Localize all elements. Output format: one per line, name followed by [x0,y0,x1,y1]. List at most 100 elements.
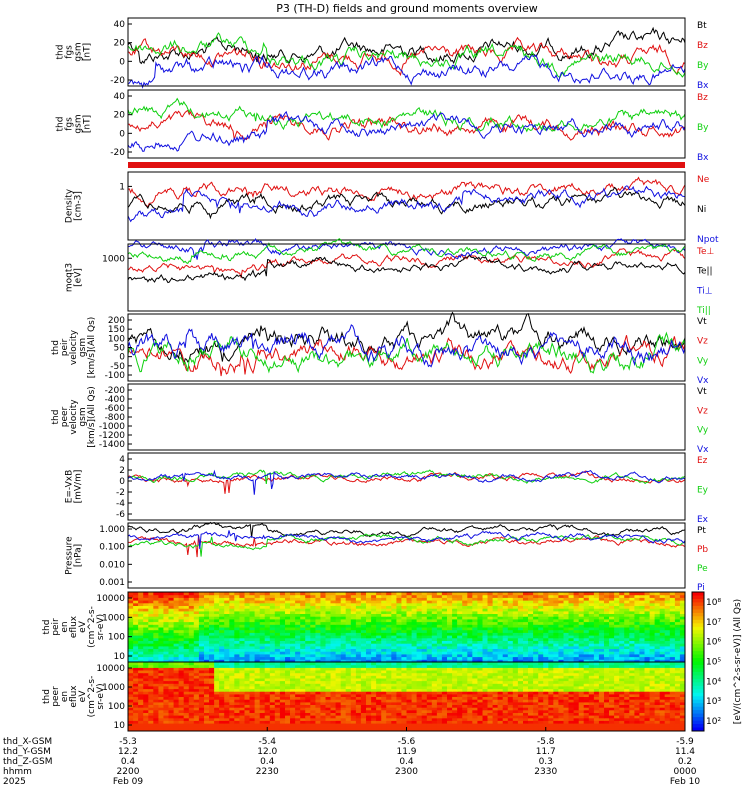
heatmap-cell [583,621,590,625]
heatmap-cell [320,621,326,625]
heatmap-cell [548,635,554,639]
heatmap-cell [163,699,169,703]
heatmap-cell [563,685,570,690]
heatmap-cell [679,688,686,692]
heatmap-cell [254,707,261,711]
heatmap-cell [350,728,357,732]
heatmap-cell [649,592,656,596]
heatmap-cell [198,613,205,617]
heatmap-cell [609,656,615,660]
heatmap-cell [188,704,195,708]
heatmap-cell [639,608,645,612]
heatmap-cell [482,632,489,636]
heatmap-cell [376,685,382,690]
heatmap-cell [198,725,205,729]
heatmap-cell [234,621,240,625]
heatmap-cell [163,602,169,606]
heatmap-cell [376,715,382,719]
heatmap-cell [674,717,681,721]
heatmap-cell [290,709,296,713]
heatmap-cell [224,691,230,695]
heatmap-cell [634,659,640,663]
heatmap-cell [198,685,205,690]
heatmap-cell [411,618,418,623]
heatmap-cell [533,592,539,596]
heatmap-cell [533,613,539,617]
heatmap-cell [487,696,494,700]
heatmap-cell [517,597,524,601]
heatmap-cell [654,643,661,647]
y-tick-label: -600 [105,404,126,414]
heatmap-cell [366,653,372,658]
heatmap-cell [264,594,271,598]
heatmap-cell [416,685,423,690]
heatmap-cell [538,594,544,598]
heatmap-cell [604,629,610,633]
heatmap-cell [644,723,651,727]
heatmap-cell [138,685,144,690]
heatmap-cell [401,640,407,644]
heatmap-cell [279,717,286,721]
heatmap-cell [259,707,266,711]
heatmap-cell [426,629,433,633]
heatmap-cell [421,645,428,649]
heatmap-cell [649,605,656,609]
heatmap-cell [274,707,281,711]
heatmap-cell [639,621,645,625]
heatmap-cell [411,594,418,598]
heatmap-cell [209,600,215,604]
heatmap-cell [609,635,615,639]
heatmap-cell [467,648,473,652]
heatmap-cell [178,685,185,690]
heatmap-cell [431,616,438,620]
heatmap-cell [335,728,342,732]
heatmap-cell [664,616,671,620]
heatmap-cell [447,616,453,620]
heatmap-cell [421,691,428,695]
heatmap-cell [654,635,661,639]
heatmap-cell [325,683,332,687]
heatmap-cell [188,656,195,660]
heatmap-cell [669,723,676,727]
heatmap-cell [229,653,235,658]
heatmap-cell [163,645,169,649]
heatmap-cell [224,715,230,719]
heatmap-cell [583,610,590,614]
heatmap-cell [467,653,473,658]
heatmap-cell [168,640,175,644]
heatmap-cell [305,645,311,649]
heatmap-cell [371,645,377,649]
heatmap-cell [477,613,483,617]
heatmap-cell [614,616,620,620]
heatmap-cell [350,594,357,598]
y-tick-label: -1000 [99,422,125,432]
heatmap-cell [523,624,529,628]
heatmap-cell [340,728,347,732]
heatmap-cell [568,643,575,647]
heatmap-cell [330,645,337,649]
heatmap-cell [583,720,590,724]
heatmap-cell [614,640,620,644]
heatmap-cell [209,605,215,609]
heatmap-cell [624,594,630,598]
heatmap-cell [153,720,159,724]
heatmap-cell [295,728,301,732]
heatmap-cell [229,683,235,687]
heatmap-cell [528,608,534,612]
heatmap-cell [330,640,337,644]
heatmap-cell [285,632,291,636]
heatmap-cell [457,656,463,660]
heatmap-cell [153,600,159,604]
heatmap-cell [163,685,169,690]
heatmap-cell [274,685,281,690]
heatmap-cell [502,597,509,601]
heatmap-cell [512,715,519,719]
heatmap-cell [664,602,671,606]
heatmap-cell [477,651,483,655]
heatmap-cell [558,602,564,606]
heatmap-cell [300,624,306,628]
heatmap-cell [462,651,468,655]
y-label-line: [nT] [83,115,93,133]
heatmap-cell [462,656,468,660]
